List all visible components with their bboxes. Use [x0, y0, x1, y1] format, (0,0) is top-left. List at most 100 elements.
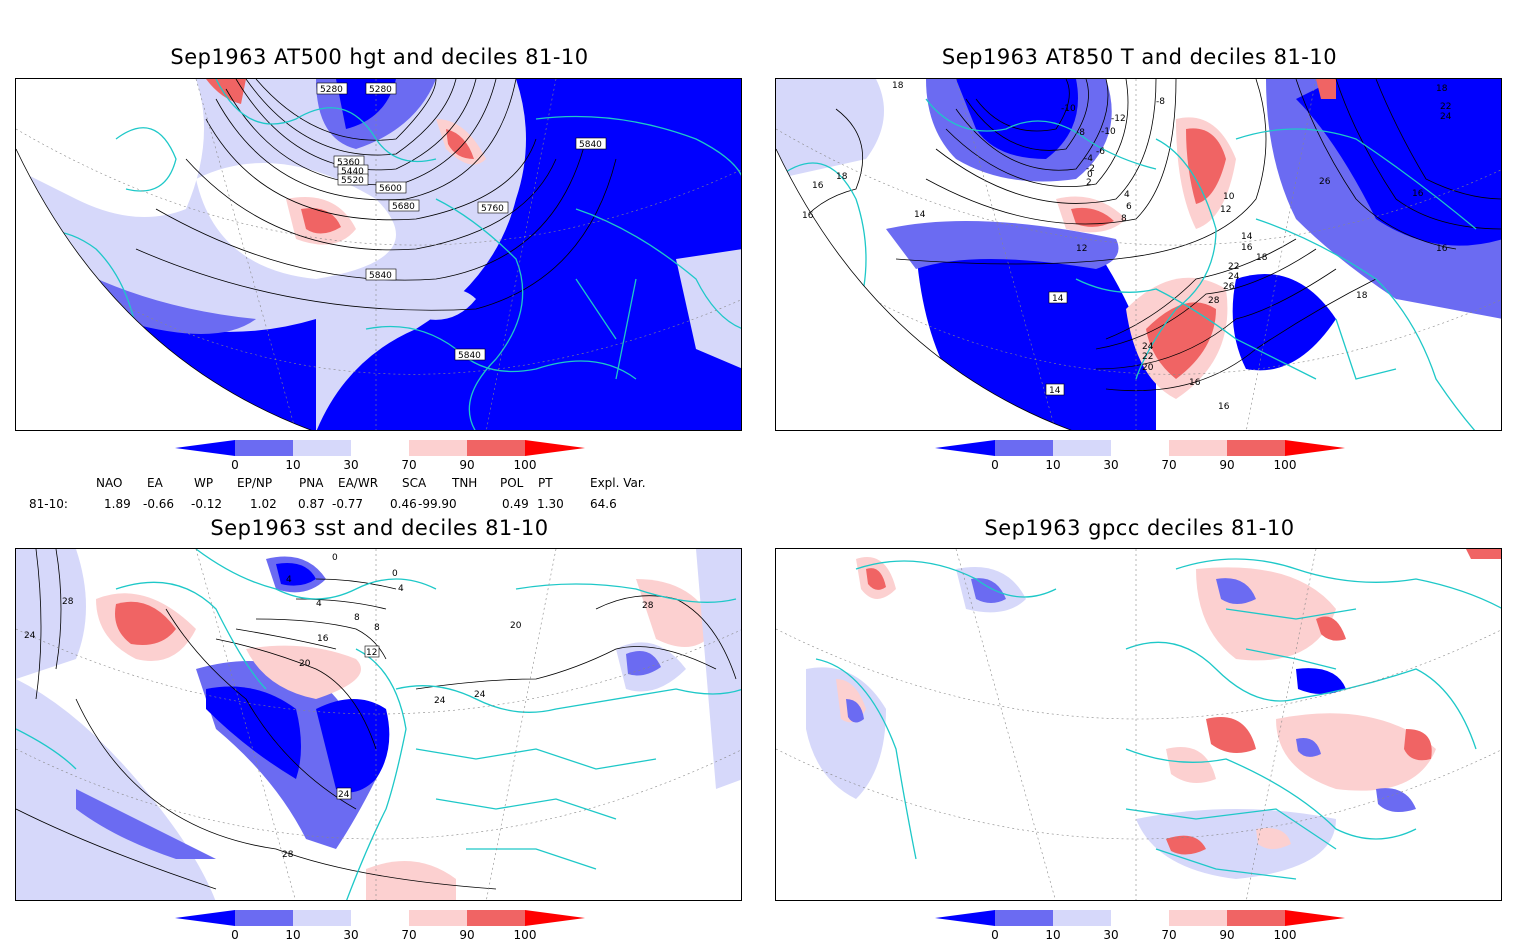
colorbar-tick: 30 [343, 928, 359, 942]
contour-label: 16 [1436, 244, 1448, 254]
index-name: EA [147, 476, 163, 490]
index-name: TNH [452, 476, 478, 490]
map-t850: 18 16 16 -10 -8 -12 -8 -10 -6 -4 -2 0 2 … [776, 79, 1501, 430]
teleconnection-indices: NAO EA WP EP/NP PNA EA/WR SCA TNH POL PT… [0, 476, 760, 512]
contour-label: 18 [1356, 291, 1368, 301]
contour-label: 8 [354, 613, 360, 623]
contour-label: 24 [474, 690, 486, 700]
map-sst: 28 24 0 4 0 4 4 8 8 12 16 20 20 24 24 28… [16, 549, 741, 900]
colorbar-tick: 90 [459, 928, 475, 942]
contour-label: 18 [836, 172, 848, 182]
colorbar-tick: 0 [231, 458, 239, 472]
precip-decile-patches [806, 549, 1501, 879]
index-row-label: 81-10: [29, 497, 68, 511]
colorbar-swatch-1 [995, 910, 1053, 926]
decile-fill-red [1071, 207, 1114, 227]
contour-label: 2 [1086, 178, 1092, 188]
graticule [16, 549, 741, 900]
colorbar-tick: 100 [513, 458, 537, 472]
contour-label: 5280 [320, 85, 343, 95]
decile-fill-red [301, 208, 341, 234]
decile-fill-mid-blue [1216, 578, 1256, 604]
contour-label: 16 [812, 181, 824, 191]
colorbar-swatch-1 [235, 440, 293, 456]
contour-label: 14 [914, 210, 926, 220]
contour-label: 24 [338, 790, 350, 800]
contour-label: -10 [1061, 104, 1076, 114]
map-hgt500: 5280 5280 5360 5440 5520 5600 5680 5760 … [16, 79, 741, 430]
contour-label: 14 [1049, 386, 1061, 396]
index-value: 1.89 [104, 497, 131, 511]
colorbar-swatch-5 [1227, 910, 1285, 926]
map-panel-hgt500: 5280 5280 5360 5440 5520 5600 5680 5760 … [15, 78, 742, 431]
map-gpcc [776, 549, 1501, 900]
map-edge [776, 148, 1072, 430]
contour-label: 22 [1440, 102, 1451, 112]
colorbar-bl: 0 10 30 70 90 100 [175, 910, 595, 944]
index-name: NAO [96, 476, 123, 490]
contour-label: 16 [1189, 378, 1201, 388]
index-name: EA/WR [338, 476, 379, 490]
contour-label: 14 [1052, 294, 1064, 304]
index-value: 0.49 [502, 497, 529, 511]
colorbar-swatch-3 [351, 910, 409, 926]
contour-label: 28 [282, 850, 294, 860]
contour-label: 12 [1076, 244, 1087, 254]
contour-label: 5440 [341, 167, 364, 177]
index-value: -0.77 [332, 497, 364, 511]
contour-label: 4 [398, 584, 404, 594]
index-name: SCA [402, 476, 427, 490]
colorbar-tick: 90 [1219, 928, 1235, 942]
contour-label: 5600 [379, 184, 402, 194]
contour-label: -10 [1101, 127, 1116, 137]
temperature-contours [795, 79, 1501, 392]
colorbar-swatch-3 [1111, 910, 1169, 926]
contour-label: 26 [1223, 282, 1235, 292]
coastlines [16, 549, 741, 900]
contour-labels: 28 24 0 4 0 4 4 8 8 12 16 20 20 24 24 28… [24, 553, 654, 860]
colorbar-tick: 100 [1273, 458, 1297, 472]
index-value: 1.02 [250, 497, 277, 511]
contour-label: -4 [1084, 154, 1093, 164]
contour-label: 24 [1142, 342, 1154, 352]
coastlines [815, 558, 1501, 880]
decile-fill-light-blue [776, 79, 884, 179]
colorbar-swatch-3 [351, 440, 409, 456]
colorbar-tick: 70 [1161, 458, 1177, 472]
index-value: -99.90 [418, 497, 457, 511]
contour-label: 28 [62, 597, 74, 607]
colorbar-swatch-6 [1285, 910, 1345, 926]
index-value: 0.87 [298, 497, 325, 511]
colorbar-swatch-2 [1053, 910, 1111, 926]
map-panel-gpcc [775, 548, 1502, 901]
panel-title-tl: Sep1963 AT500 hgt and deciles 81-10 [170, 45, 589, 69]
colorbar-swatch-2 [293, 440, 351, 456]
index-name: PNA [299, 476, 324, 490]
index-value: -0.12 [191, 497, 223, 511]
decile-fill-blue [1232, 274, 1336, 371]
index-name: WP [194, 476, 214, 490]
colorbar-tick: 30 [343, 458, 359, 472]
colorbar-tick: 0 [231, 928, 239, 942]
colorbar-swatch-1 [995, 440, 1053, 456]
colorbar-swatches [935, 910, 1345, 926]
panel-title-tr: Sep1963 AT850 T and deciles 81-10 [941, 45, 1338, 69]
contour-label: 14 [1241, 232, 1253, 242]
contour-label: 24 [434, 696, 446, 706]
decile-fill-light-red [246, 645, 361, 699]
colorbar-tick: 70 [1161, 928, 1177, 942]
decile-fill-light-red [1276, 713, 1436, 791]
contour-label: 4 [286, 575, 292, 585]
contour-label: -6 [1096, 147, 1105, 157]
colorbar-tick: 30 [1103, 458, 1119, 472]
colorbar-tick: 70 [401, 928, 417, 942]
panel-title-br: Sep1963 gpcc deciles 81-10 [984, 516, 1295, 540]
index-name: PT [538, 476, 553, 490]
index-value: 0.46 [390, 497, 417, 511]
colorbar-br: 0 10 30 70 90 100 [935, 910, 1355, 944]
colorbar-swatch-2 [293, 910, 351, 926]
contour-label: 5680 [392, 202, 415, 212]
decile-fill-red [206, 79, 246, 104]
contour-label: 24 [24, 631, 36, 641]
colorbar-tl: 0 10 30 70 90 100 [175, 440, 595, 474]
